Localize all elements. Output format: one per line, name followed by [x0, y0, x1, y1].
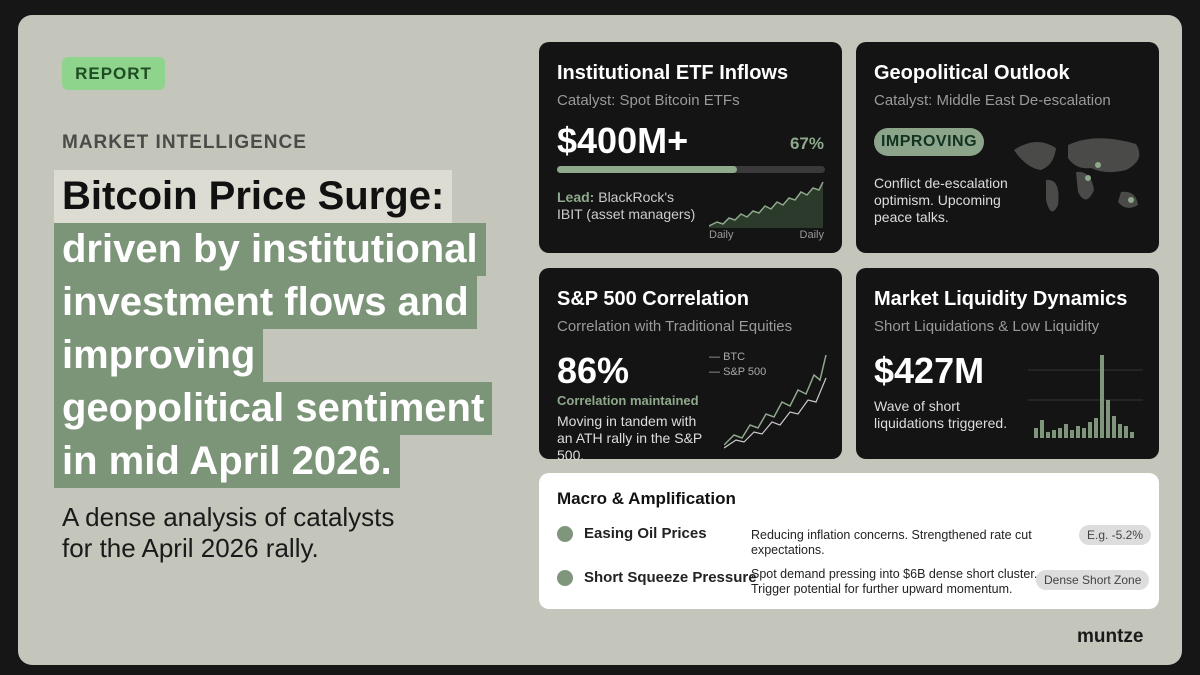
lead-label: Lead:	[557, 189, 595, 205]
liquidation-histogram	[1028, 355, 1143, 438]
card-note: Wave of short liquidations triggered.	[874, 398, 1008, 431]
card-liquidity: Market Liquidity Dynamics Short Liquidat…	[856, 268, 1159, 459]
macro-title: Macro & Amplification	[557, 489, 736, 508]
row-text: Spot demand pressing into $6B dense shor…	[751, 567, 1038, 596]
card-metric: 86%	[557, 350, 630, 391]
row-dot	[557, 570, 573, 586]
progress-track	[557, 166, 825, 173]
row-text: Reducing inflation concerns. Strengthene…	[751, 528, 1032, 557]
card-title: Market Liquidity Dynamics	[874, 288, 1128, 310]
correlation-chart	[724, 354, 827, 449]
title-line: investment flows and	[54, 276, 477, 329]
row-tag: Dense Short Zone	[1036, 570, 1150, 590]
card-title: Geopolitical Outlook	[874, 62, 1070, 84]
title-line: driven by institutional	[54, 223, 486, 276]
title-line: in mid April 2026.	[54, 435, 400, 488]
card-note: Conflict de-escalation optimism. Upcomin…	[874, 175, 1008, 225]
card-note: Moving in tandem with an ATH rally in th…	[557, 413, 702, 463]
status: Correlation maintained	[557, 393, 699, 408]
row-dot	[557, 526, 573, 542]
card-catalyst: Catalyst: Spot Bitcoin ETFs	[557, 92, 740, 109]
card-title: S&P 500 Correlation	[557, 288, 749, 310]
title-line: improving	[54, 329, 264, 382]
subtitle-line: A dense analysis of catalysts	[62, 502, 395, 532]
row-name: Easing Oil Prices	[584, 525, 707, 542]
title-line: Bitcoin Price Surge:	[54, 170, 453, 223]
subtitle-line: for the April 2026 rally.	[62, 533, 319, 563]
title-line: geopolitical sentiment	[54, 382, 493, 435]
card-sp: S&P 500 Correlation Correlation with Tra…	[539, 268, 842, 463]
card-etf: Institutional ETF Inflows Catalyst: Spot…	[539, 42, 842, 253]
axis-label: Daily	[709, 229, 734, 241]
card-catalyst: Correlation with Traditional Equities	[557, 318, 793, 335]
row-tag: E.g. -5.2%	[1079, 525, 1152, 545]
legend: — BTC — S&P 500	[709, 351, 767, 378]
card-catalyst: Catalyst: Middle East De-escalation	[874, 92, 1111, 109]
kicker: MARKET INTELLIGENCE	[62, 132, 307, 153]
progress-bar	[557, 166, 737, 173]
sparkline	[709, 181, 824, 228]
legend-entry: BTC	[723, 351, 746, 363]
card-title: Institutional ETF Inflows	[557, 62, 789, 84]
card-metric: $400M+	[557, 120, 689, 161]
brand: muntze	[1077, 626, 1144, 647]
legend-entry: S&P 500	[723, 366, 767, 378]
badge: REPORT	[62, 57, 165, 90]
status-pill: IMPROVING	[874, 128, 984, 156]
axis-label: Daily	[799, 229, 824, 241]
card-catalyst: Short Liquidations & Low Liquidity	[874, 318, 1100, 335]
lead-text: BlackRock's IBIT (asset managers)	[557, 189, 696, 222]
world-map	[1014, 138, 1140, 212]
macro-panel: Macro & Amplification Easing Oil Prices …	[539, 473, 1159, 609]
row-name: Short Squeeze Pressure	[584, 569, 757, 586]
card-geo: Geopolitical Outlook Catalyst: Middle Ea…	[856, 42, 1159, 253]
progress-label: 67%	[789, 134, 824, 153]
card-metric: $427M	[874, 350, 985, 391]
